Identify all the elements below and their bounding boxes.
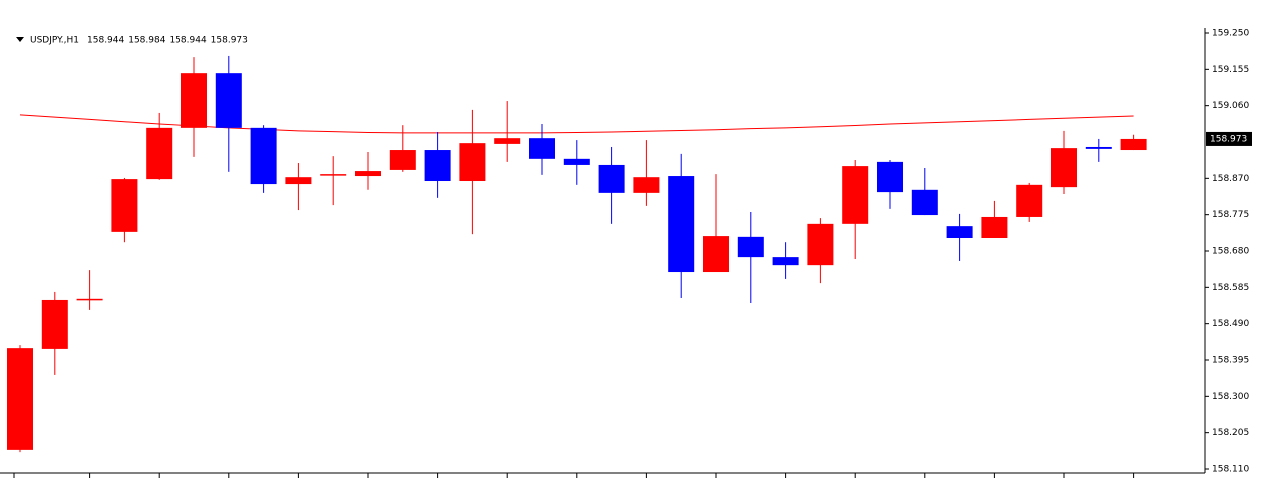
candle-body (250, 127, 277, 185)
candle-body (7, 348, 33, 450)
candle-body (111, 179, 138, 232)
header-value: 158.944 (87, 36, 124, 46)
candle-body (320, 174, 347, 176)
candle-body (1016, 184, 1043, 217)
candle-body (703, 236, 729, 273)
y-tick-label: 158.205 (1212, 428, 1249, 438)
candle-body (529, 138, 555, 159)
candle-body (389, 150, 416, 170)
candle-body (563, 158, 590, 165)
candle-body (285, 177, 312, 185)
candle-body (215, 73, 242, 128)
y-tick-label: 158.775 (1212, 210, 1249, 220)
price-label-bg (1206, 131, 1252, 146)
y-tick-label: 158.300 (1212, 392, 1249, 402)
candle-body (146, 127, 173, 180)
candle-body (633, 177, 660, 193)
candle-body (981, 216, 1008, 238)
candle-body (459, 143, 486, 182)
candle-body (737, 236, 764, 258)
y-tick-label: 159.250 (1212, 29, 1249, 39)
y-tick-label: 158.110 (1212, 465, 1249, 475)
candle-body (76, 298, 103, 301)
candle-body (772, 257, 799, 266)
y-tick-label: 159.060 (1212, 101, 1249, 111)
chart-title: USDJPY.,H1 (30, 36, 79, 46)
dropdown-icon[interactable] (16, 37, 24, 42)
candle-body (911, 189, 938, 216)
candle-body (1120, 138, 1147, 151)
candle-body (494, 138, 521, 144)
candle-body (877, 161, 903, 193)
y-tick-label: 158.680 (1212, 247, 1249, 257)
candle-body (424, 150, 451, 182)
y-tick-label: 159.155 (1212, 65, 1249, 75)
candle-body (1085, 146, 1112, 149)
candle-body (946, 226, 973, 238)
candle-body (355, 171, 381, 177)
header-value: 158.973 (211, 36, 248, 46)
candle-body (807, 223, 834, 266)
candle-body (1051, 148, 1077, 188)
y-tick-label: 158.395 (1212, 356, 1249, 366)
y-tick-label: 158.490 (1212, 319, 1249, 329)
header-value: 158.944 (169, 36, 206, 46)
candle-body (181, 73, 207, 128)
price-label: 158.973 (1210, 134, 1247, 144)
candle-body (41, 299, 68, 349)
header-value: 158.984 (128, 36, 165, 46)
candle-body (598, 164, 625, 193)
y-tick-label: 158.870 (1212, 174, 1249, 184)
candle-body (668, 176, 695, 273)
candle-body (842, 166, 869, 224)
y-tick-label: 158.585 (1212, 283, 1249, 293)
